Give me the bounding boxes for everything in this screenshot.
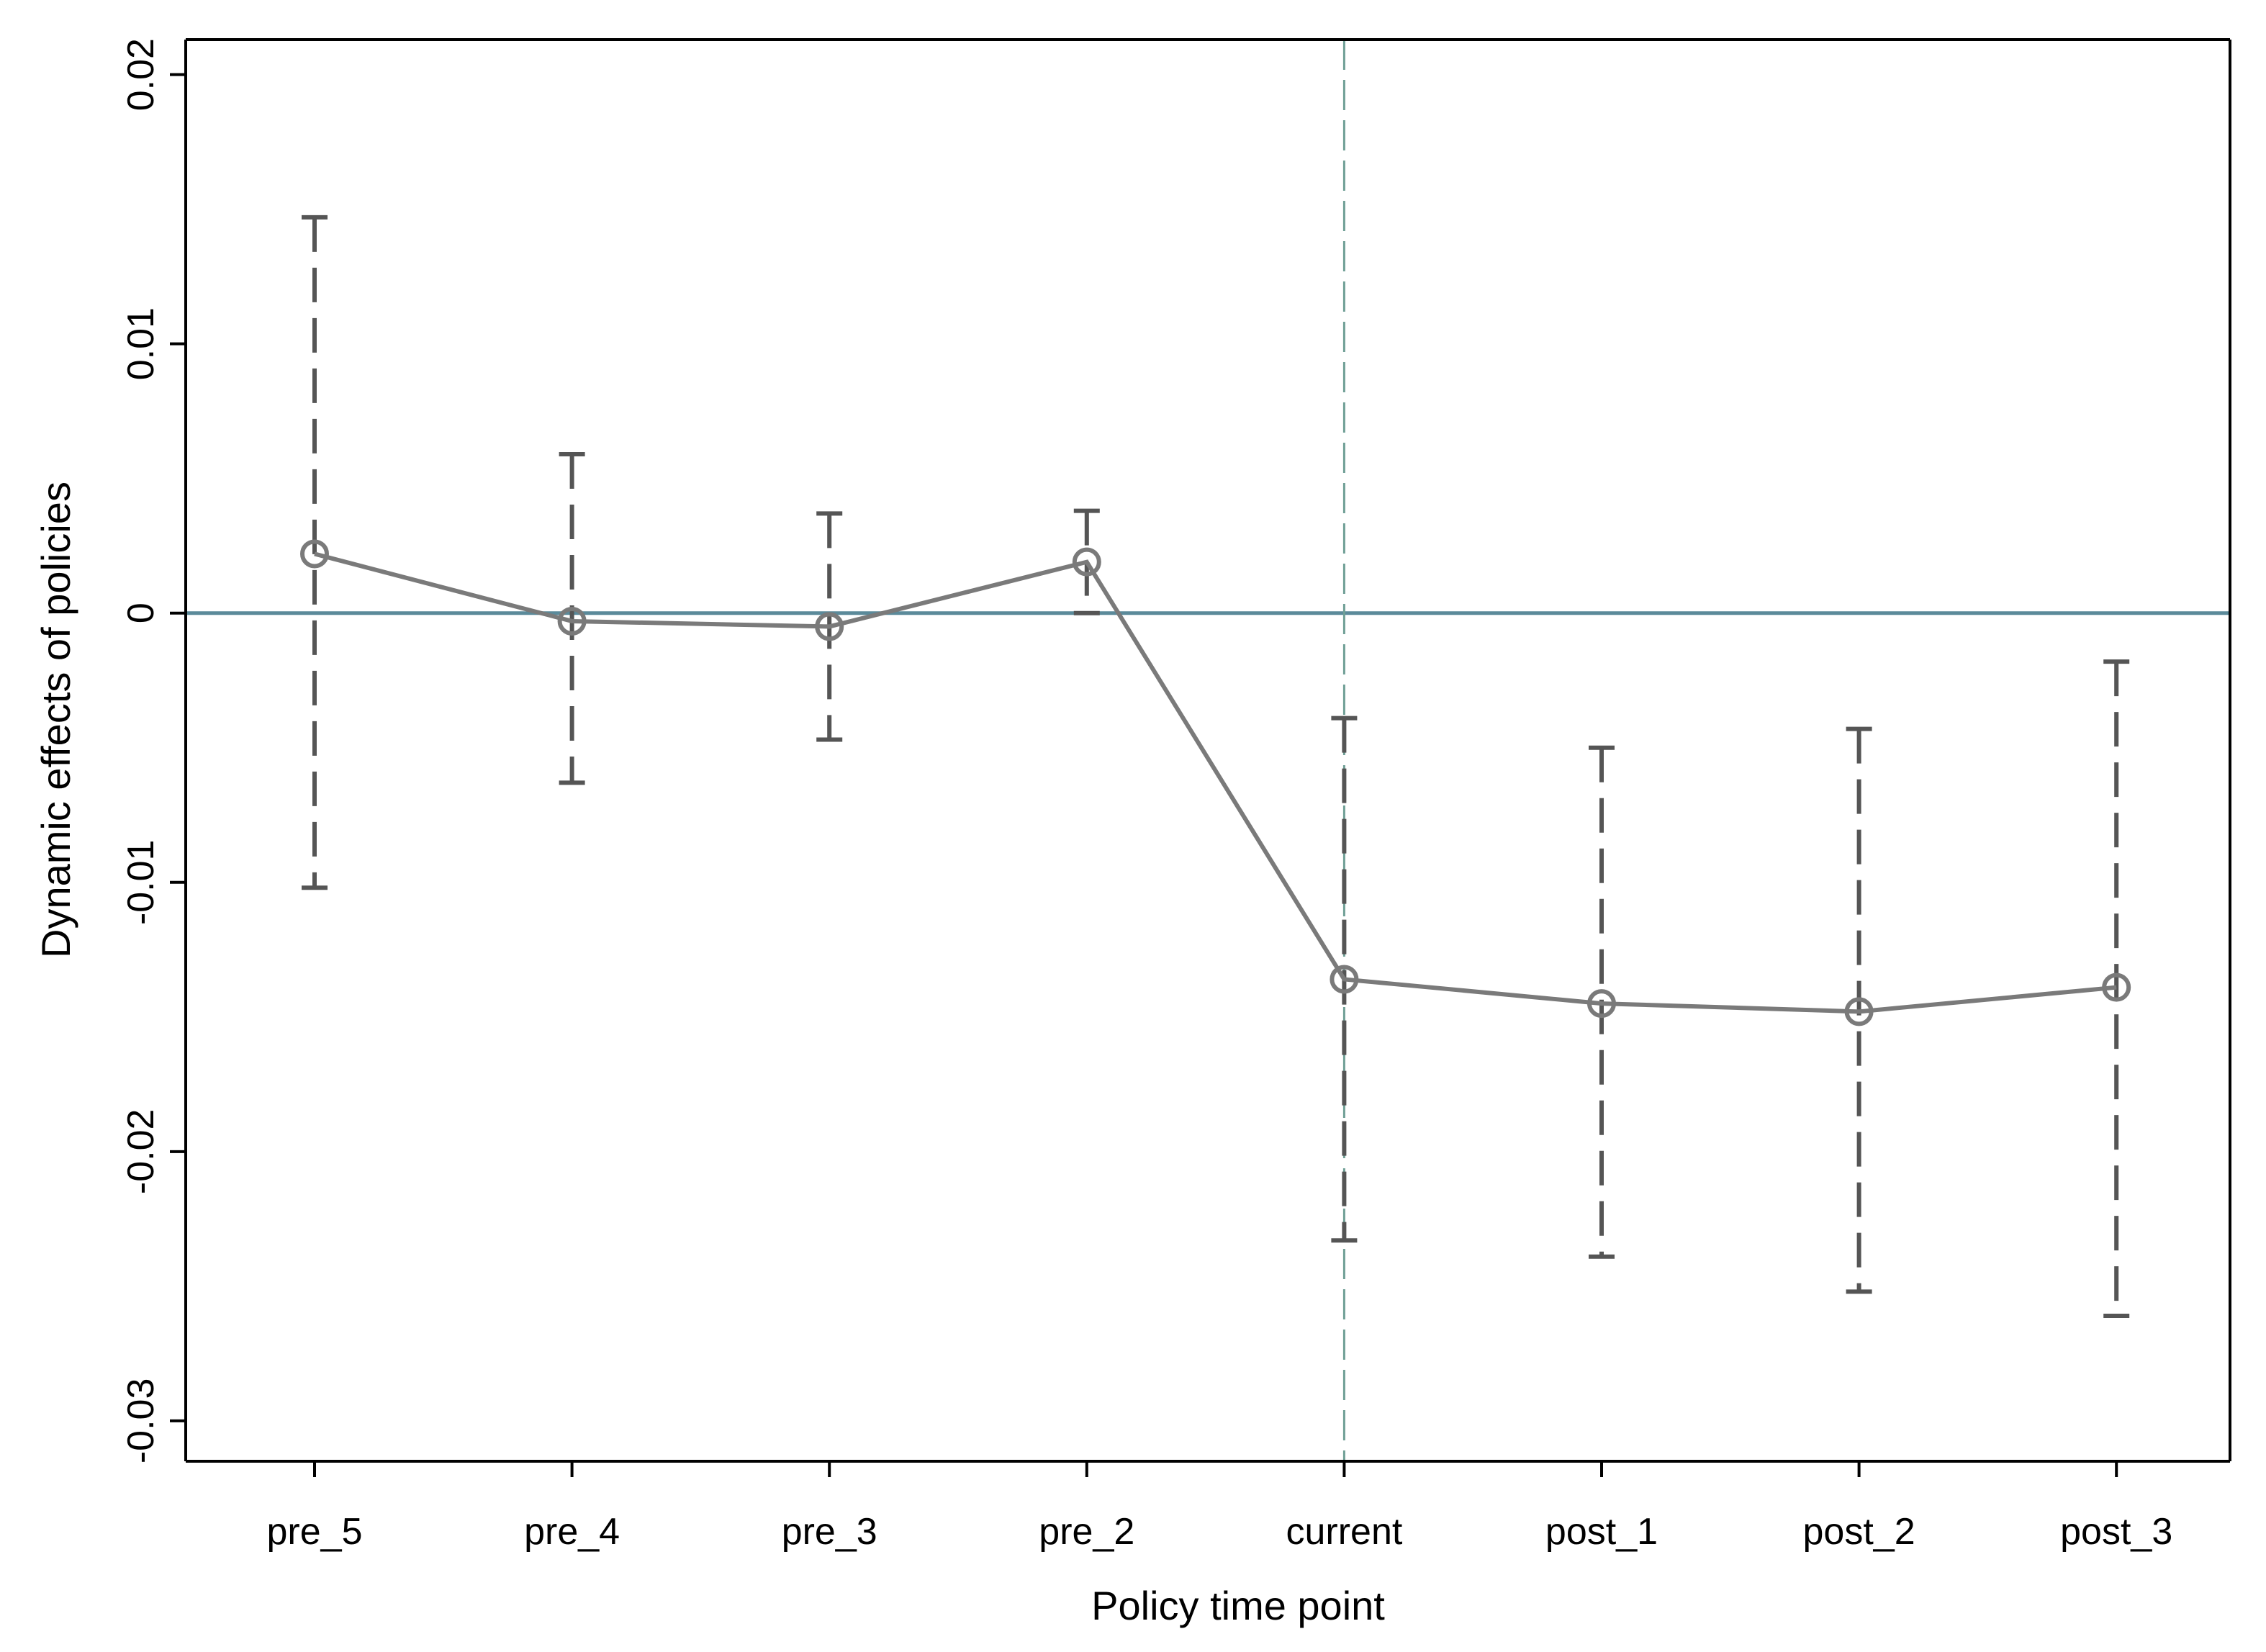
data-point-post_2 [1844,997,1874,1026]
data-point-post_1 [1587,989,1616,1019]
axes: -0.03 -0.02 -0.01 0 0.01 0.02 pre_5 pre_4 pre_3 p… [120,38,2231,1553]
data-point-post_3 [2102,972,2131,1002]
y-tick-label: -0.03 [120,1378,162,1464]
data-point-pre_2 [1072,547,1101,577]
series-line [314,551,2117,1014]
x-tick-label-current: current [1286,1511,1402,1553]
x-tick-label-pre_4: pre_4 [524,1511,620,1553]
data-point-current [1330,965,1359,994]
data-point-pre_5 [300,539,329,569]
x-axis-title: Policy time point [1091,1583,1385,1628]
data-point-pre_3 [815,612,844,641]
y-tick-label: 0.01 [120,307,162,380]
x-tick-label-pre_2: pre_2 [1039,1511,1134,1553]
y-tick-label: -0.02 [120,1109,162,1195]
x-tick-label-post_2: post_2 [1803,1511,1915,1553]
y-tick-label: -0.01 [120,840,162,926]
data-point-pre_4 [557,606,587,636]
y-tick-label: 0.02 [120,38,162,111]
plot-area [186,40,2230,1461]
x-tick-label-pre_5: pre_5 [267,1511,363,1553]
x-tick-label-post_1: post_1 [1545,1511,1658,1553]
y-axis-title: Dynamic effects of policies [33,482,78,958]
y-tick-label: 0 [120,602,162,623]
x-tick-label-pre_3: pre_3 [782,1511,877,1553]
x-tick-label-post_3: post_3 [2060,1511,2172,1553]
